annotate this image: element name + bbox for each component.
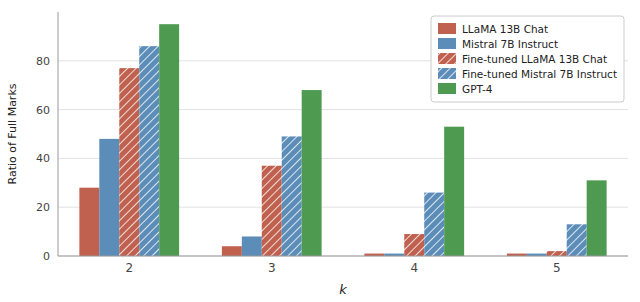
y-tick-label: 20: [36, 201, 50, 214]
x-tick-label: 3: [268, 261, 276, 275]
x-tick-label: 5: [553, 261, 561, 275]
bar: [139, 46, 159, 256]
bar: [547, 251, 567, 256]
bar: [444, 127, 464, 256]
y-tick-label: 0: [43, 250, 50, 263]
legend-swatch: [438, 83, 456, 94]
y-axis-label: Ratio of Full Marks: [6, 83, 19, 184]
legend-box: [431, 16, 624, 102]
bar: [567, 224, 587, 256]
legend: LLaMA 13B Chat Mistral 7B Instruct Fine-tu…: [431, 16, 624, 102]
y-tick-label: 40: [36, 152, 50, 165]
bar: [587, 180, 607, 256]
y-tick-label: 60: [36, 104, 50, 117]
chart-container: 0 20 40 60 80 2 3 4 5 k Ratio of Full Marks LLaMA 1…: [0, 0, 640, 302]
chart: 0 20 40 60 80 2 3 4 5 k Ratio of Full Marks LLaMA 1…: [0, 0, 640, 302]
legend-swatch: [438, 23, 456, 34]
bar: [222, 246, 242, 256]
legend-swatch: [438, 38, 456, 49]
legend-swatch: [438, 68, 456, 79]
bar: [404, 234, 424, 256]
legend-label: Fine-tuned LLaMA 13B Chat: [462, 53, 607, 65]
bar: [99, 139, 119, 256]
legend-label: Fine-tuned Mistral 7B Instruct: [462, 68, 617, 80]
legend-label: LLaMA 13B Chat: [462, 23, 548, 35]
bar: [282, 136, 302, 256]
legend-label: GPT-4: [462, 83, 493, 95]
y-axis-line: [58, 12, 59, 256]
x-tick-label: 2: [125, 261, 133, 275]
legend-swatch: [438, 53, 456, 64]
bar: [159, 24, 179, 256]
x-axis-line: [58, 256, 628, 257]
bar: [242, 236, 262, 256]
legend-label: Mistral 7B Instruct: [462, 38, 558, 50]
bar: [119, 68, 139, 256]
bar: [262, 166, 282, 256]
bars: [79, 24, 606, 256]
y-tick-label: 80: [36, 55, 50, 68]
bar: [302, 90, 322, 256]
x-tick-label: 4: [410, 261, 418, 275]
bar: [424, 193, 444, 256]
bar: [79, 188, 99, 256]
x-axis-label: k: [339, 282, 347, 297]
grid-line: [58, 256, 628, 257]
